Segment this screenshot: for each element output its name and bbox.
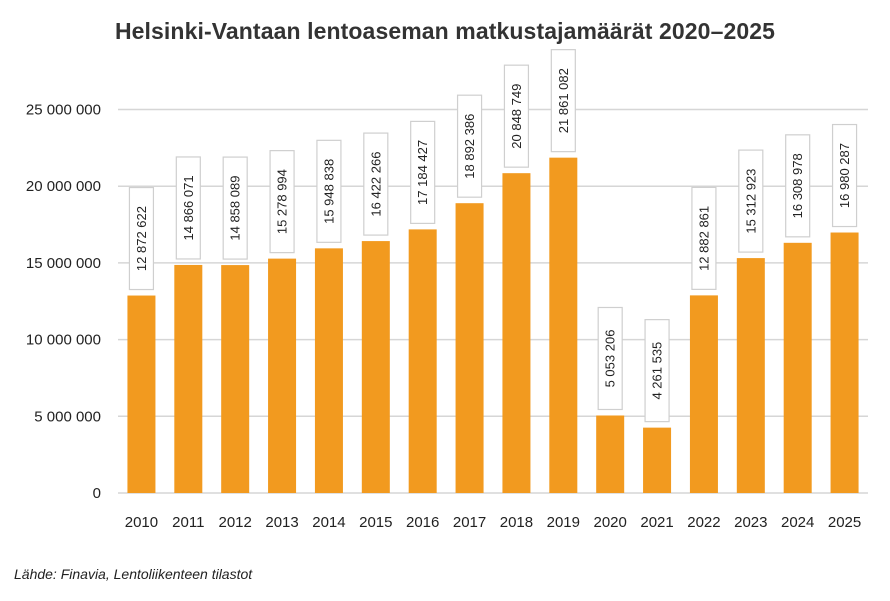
- bar: [643, 427, 672, 493]
- x-tick-label: 2013: [265, 514, 298, 531]
- x-tick-label: 2011: [172, 514, 204, 531]
- bar: [408, 229, 437, 494]
- bar: [221, 265, 250, 493]
- data-label-text: 21 861 082: [556, 68, 571, 133]
- data-label: 16 422 266: [363, 132, 389, 236]
- data-label-box: [503, 64, 530, 168]
- x-tick-label: 2021: [640, 514, 673, 531]
- chart-title: Helsinki-Vantaan lentoaseman matkustajam…: [114, 18, 776, 44]
- data-label-box: [831, 123, 858, 228]
- bar: [174, 264, 203, 493]
- bar: [736, 258, 765, 493]
- x-tick-label: 2019: [547, 514, 580, 531]
- bar: [830, 232, 859, 493]
- data-label: 21 861 082: [550, 49, 576, 153]
- bar: [127, 295, 156, 493]
- x-tick-label: 2024: [781, 514, 814, 531]
- data-label-text: 15 312 923: [743, 169, 758, 234]
- data-label: 14 866 071: [175, 156, 201, 260]
- data-label-box: [456, 94, 483, 198]
- bar: [502, 173, 531, 494]
- y-tick-label: 5 000 000: [34, 408, 101, 425]
- bar: [455, 203, 484, 493]
- source-note: Lähde: Finavia, Lentoliikenteen tilastot: [14, 566, 253, 582]
- data-label-box: [597, 306, 623, 411]
- data-label-box: [175, 156, 201, 260]
- x-tick-label: 2016: [406, 514, 439, 531]
- bar: [783, 242, 812, 493]
- data-label-box: [269, 150, 295, 254]
- x-tick-label: 2017: [453, 514, 486, 531]
- y-tick-label: 20 000 000: [26, 178, 101, 195]
- data-label: 4 261 535: [644, 319, 670, 423]
- data-label-box: [363, 132, 389, 236]
- x-tick-label: 2015: [359, 514, 392, 531]
- data-label-box: [222, 156, 248, 260]
- data-label-text: 16 422 266: [368, 152, 383, 217]
- data-label-text: 14 858 089: [228, 176, 243, 241]
- data-label-text: 14 866 071: [181, 175, 196, 240]
- data-label: 18 892 386: [456, 94, 483, 198]
- data-label-box: [691, 186, 717, 290]
- data-label-text: 12 882 861: [696, 206, 711, 271]
- bar: [596, 415, 625, 493]
- data-label-text: 18 892 386: [462, 114, 477, 179]
- data-label-text: 20 848 749: [509, 84, 524, 149]
- data-label-text: 4 261 535: [650, 342, 665, 400]
- bar: [549, 157, 578, 493]
- bar: [361, 241, 390, 493]
- data-label-text: 16 308 978: [790, 153, 805, 218]
- bars: [127, 157, 859, 494]
- data-label: 15 948 838: [316, 139, 342, 243]
- data-label: 20 848 749: [503, 64, 530, 168]
- y-tick-label: 0: [93, 485, 101, 502]
- x-tick-label: 2014: [312, 514, 345, 531]
- x-tick-label: 2010: [125, 514, 158, 531]
- data-label-text: 16 980 287: [837, 143, 852, 208]
- y-axis-ticks: 0 5 000 000 10 000 000 15 000 000 20 000 000…: [26, 102, 101, 503]
- data-label-text: 17 184 427: [415, 140, 430, 205]
- data-label: 12 882 861: [691, 186, 717, 290]
- bar: [268, 258, 297, 493]
- data-label-box: [738, 149, 764, 253]
- data-label-text: 12 872 622: [134, 206, 149, 271]
- x-tick-label: 2023: [734, 514, 767, 531]
- data-label: 14 858 089: [222, 156, 248, 260]
- data-label: 17 184 427: [410, 120, 436, 224]
- data-label: 5 053 206: [597, 306, 623, 411]
- x-tick-label: 2018: [500, 514, 533, 531]
- data-labels: 12 872 622 14 866 071 14 858 089 15 278 994…: [128, 49, 858, 423]
- bar: [314, 248, 343, 493]
- data-label-box: [410, 120, 436, 224]
- data-label-text: 15 948 838: [321, 159, 336, 224]
- y-tick-label: 25 000 000: [26, 102, 101, 119]
- data-label-box: [550, 49, 576, 153]
- data-label-text: 15 278 994: [275, 169, 290, 234]
- y-tick-label: 15 000 000: [26, 255, 101, 272]
- data-label: 16 308 978: [785, 134, 811, 238]
- y-tick-label: 10 000 000: [26, 332, 101, 349]
- x-tick-label: 2025: [828, 514, 861, 531]
- data-label: 12 872 622: [128, 186, 155, 291]
- x-tick-label: 2022: [687, 514, 720, 531]
- data-label: 16 980 287: [831, 123, 858, 228]
- data-label: 15 312 923: [738, 149, 764, 253]
- data-label-box: [128, 186, 155, 291]
- data-label-box: [785, 134, 811, 238]
- data-label-text: 5 053 206: [603, 330, 618, 388]
- bar: [689, 295, 718, 493]
- data-label: 15 278 994: [269, 150, 295, 254]
- data-label-box: [316, 139, 342, 243]
- x-axis-ticks: 2010 2011 2012 2013 2014 2015 2016 2017 2018 2019…: [125, 514, 862, 531]
- x-tick-label: 2020: [594, 514, 627, 531]
- x-tick-label: 2012: [219, 514, 252, 531]
- data-label-box: [644, 319, 670, 423]
